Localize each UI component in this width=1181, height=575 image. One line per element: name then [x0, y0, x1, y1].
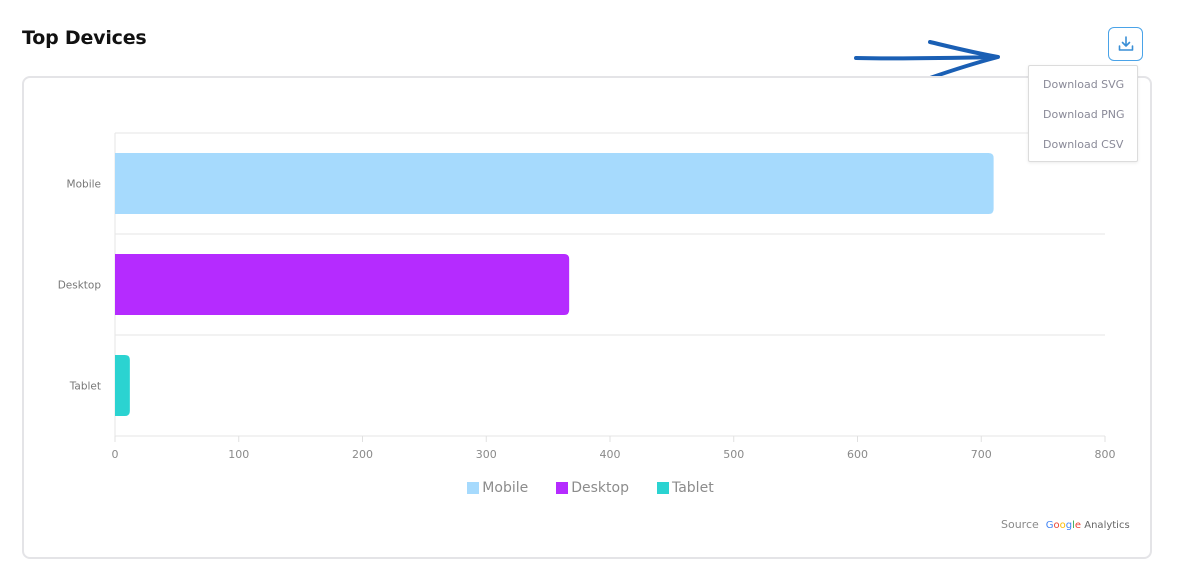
menu-item-download-svg[interactable]: Download SVG	[1043, 78, 1125, 91]
download-button[interactable]	[1108, 27, 1143, 61]
x-tick-label: 300	[476, 448, 497, 461]
x-tick-label: 0	[112, 448, 119, 461]
legend-item-tablet[interactable]: Tablet	[656, 480, 714, 496]
legend-label-tablet: Tablet	[671, 480, 714, 496]
bar-tablet	[115, 355, 130, 416]
menu-item-download-csv[interactable]: Download CSV	[1043, 138, 1124, 151]
menu-item-download-png[interactable]: Download PNG	[1043, 108, 1125, 121]
source-label: Source	[1001, 518, 1039, 531]
annotation-arrow-icon	[854, 40, 1000, 80]
legend-item-mobile[interactable]: Mobile	[467, 480, 528, 496]
chart-legend: Mobile Desktop Tablet	[0, 480, 1181, 496]
x-tick-label: 200	[352, 448, 373, 461]
legend-item-desktop[interactable]: Desktop	[556, 480, 629, 496]
bar-desktop	[115, 254, 570, 315]
x-tick-label: 700	[971, 448, 992, 461]
download-icon	[1118, 36, 1133, 51]
legend-swatch-mobile	[467, 482, 480, 494]
x-tick-label: 600	[847, 448, 868, 461]
google-analytics-logo: Google Analytics	[1045, 520, 1130, 531]
x-tick-label: 500	[723, 448, 744, 461]
x-tick-label: 800	[1095, 448, 1116, 461]
download-menu: Download SVG Download PNG Download CSV	[1028, 65, 1138, 162]
bar-mobile	[115, 153, 994, 214]
x-tick-label: 100	[228, 448, 249, 461]
source-credit: Source Google Analytics	[1001, 518, 1130, 531]
legend-label-desktop: Desktop	[571, 480, 629, 496]
x-tick-label: 400	[600, 448, 621, 461]
category-label-tablet: Tablet	[69, 381, 101, 393]
category-label-desktop: Desktop	[58, 280, 102, 292]
category-label-mobile: Mobile	[67, 179, 101, 191]
legend-swatch-tablet	[656, 482, 669, 494]
page-title: Top Devices	[22, 27, 147, 49]
legend-swatch-desktop	[556, 482, 569, 494]
legend-label-mobile: Mobile	[482, 480, 529, 496]
